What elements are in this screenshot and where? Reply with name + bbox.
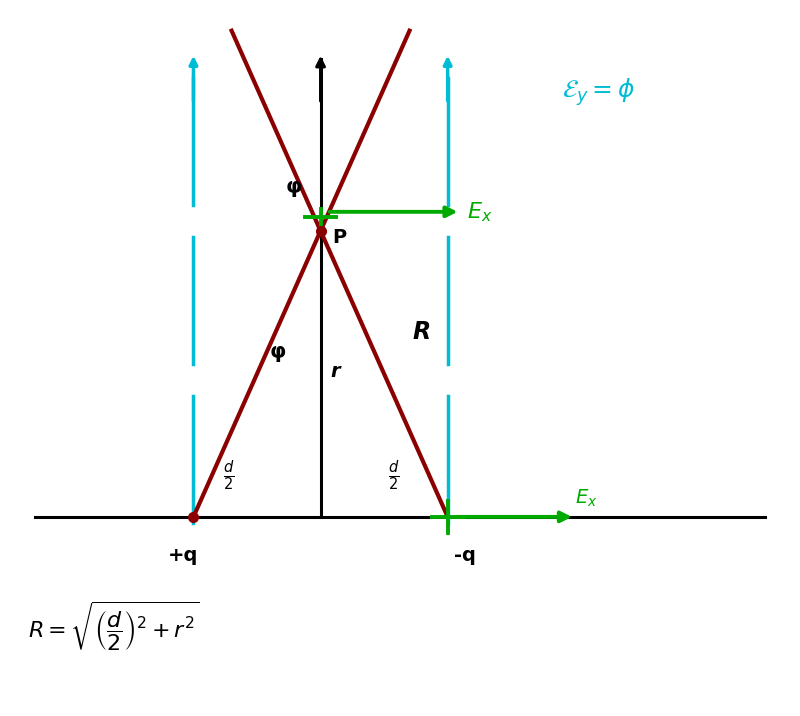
Text: $\frac{d}{2}$: $\frac{d}{2}$ (222, 458, 234, 493)
Text: $E_x$: $E_x$ (466, 200, 492, 224)
Text: +q: +q (168, 546, 198, 566)
Text: φ: φ (286, 177, 302, 197)
Text: r: r (330, 362, 340, 381)
Text: -q: -q (454, 546, 476, 566)
Text: $\mathcal{E}_y = \phi$: $\mathcal{E}_y = \phi$ (562, 76, 635, 107)
Text: $\frac{d}{2}$: $\frac{d}{2}$ (388, 458, 399, 493)
Text: $E_x$: $E_x$ (574, 488, 598, 510)
Text: R: R (413, 320, 431, 344)
Text: φ: φ (270, 342, 286, 362)
Text: P: P (332, 228, 346, 247)
Text: $R = \sqrt{\left(\dfrac{d}{2}\right)^2 + r^2}$: $R = \sqrt{\left(\dfrac{d}{2}\right)^2 +… (28, 599, 200, 653)
